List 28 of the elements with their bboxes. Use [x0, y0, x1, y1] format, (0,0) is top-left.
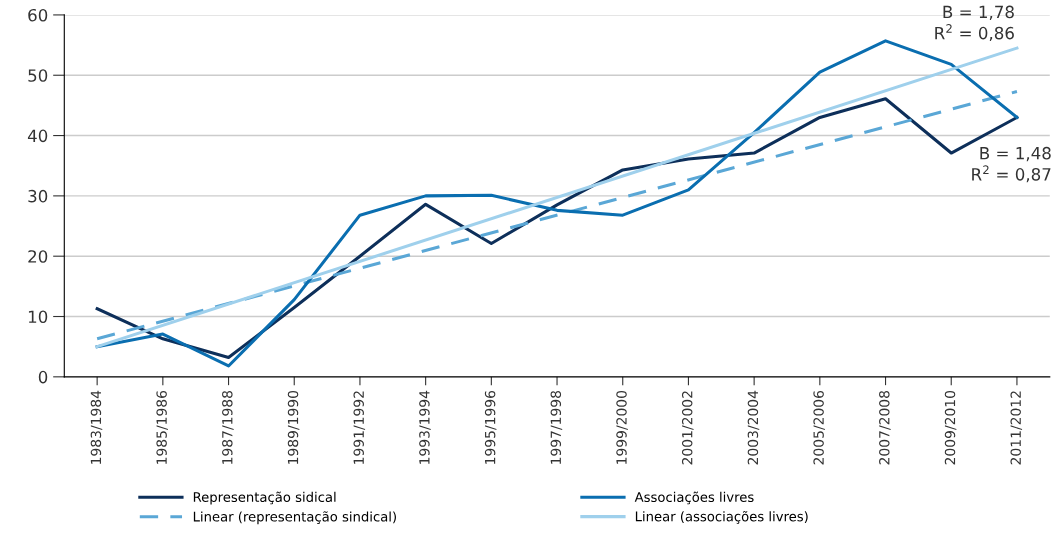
x-tick-label: 1987/1988	[222, 390, 234, 464]
x-tick-label: 1989/1990	[287, 390, 300, 464]
y-tick-label: 60	[28, 8, 48, 22]
x-tick-label: 2007/2008	[879, 390, 891, 465]
x-tick-label: 2011/2012	[1010, 391, 1023, 465]
x-tick-label: 2001/2002	[681, 391, 694, 465]
y-tick-label: 20	[28, 250, 48, 263]
x-tick-label: 1993/1994	[419, 390, 431, 464]
legend-label: Linear (associações livres)	[635, 510, 808, 524]
x-tick-label: 1985/1986	[156, 390, 168, 464]
legend-label: Representação sidical	[193, 491, 336, 505]
y-tick-label: 40	[27, 129, 48, 143]
x-tick-label: 2005/2006	[813, 390, 825, 465]
x-tick-label: 1991/1992	[353, 391, 366, 464]
annotation: B = 1,78 R$^{2}$ = 0,86	[935, 5, 1014, 42]
x-tick-label: 2009/2010	[944, 390, 957, 465]
x-tick-label: 1999/2000	[616, 390, 628, 464]
legend-label: Associações livres	[634, 491, 754, 505]
y-tick-label: 50	[28, 69, 48, 82]
y-tick-label: 0	[38, 370, 48, 384]
x-tick-label: 1983/1984	[90, 390, 103, 464]
y-tick-label: 30	[28, 189, 48, 203]
x-tick-label: 1995/1996	[484, 390, 497, 464]
x-tick-label: 1997/1998	[550, 390, 563, 464]
y-tick-label: 10	[28, 310, 48, 324]
annotation: B = 1,48 R$^{2}$ = 0,87	[972, 146, 1051, 183]
x-tick-label: 2003/2004	[747, 390, 760, 465]
legend-label: Linear (representação sindical)	[193, 511, 396, 525]
